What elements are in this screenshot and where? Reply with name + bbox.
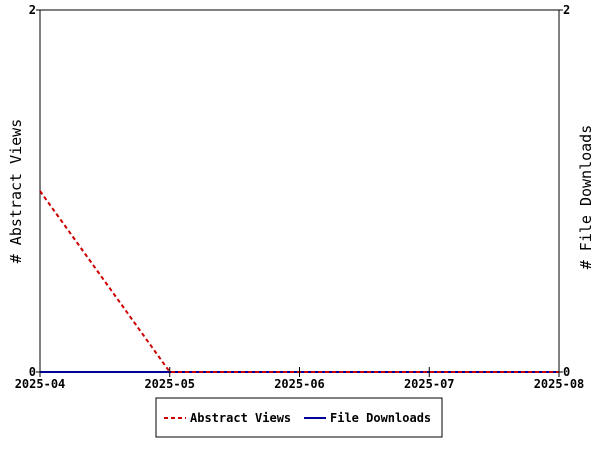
legend-label-abstract-views: Abstract Views [190, 411, 291, 425]
y-left-tick-label: 0 [29, 365, 36, 379]
plot-area [39, 9, 560, 373]
legend: Abstract Views File Downloads [155, 397, 443, 438]
legend-box [155, 397, 443, 438]
x-tick-label: 2025-04 [15, 377, 66, 391]
y-right-tick-label: 0 [563, 365, 570, 379]
x-tick-label: 2025-06 [274, 377, 325, 391]
x-tick-label: 2025-08 [534, 377, 585, 391]
x-tick-label: 2025-05 [144, 377, 195, 391]
y-right-tick-label: 2 [563, 3, 570, 17]
y-axis-title-left: # Abstract Views [7, 119, 25, 264]
x-tick-label: 2025-07 [404, 377, 455, 391]
y-axis-title-right: # File Downloads [577, 125, 595, 270]
y-left-tick-label: 2 [29, 3, 36, 17]
legend-label-file-downloads: File Downloads [330, 411, 431, 425]
